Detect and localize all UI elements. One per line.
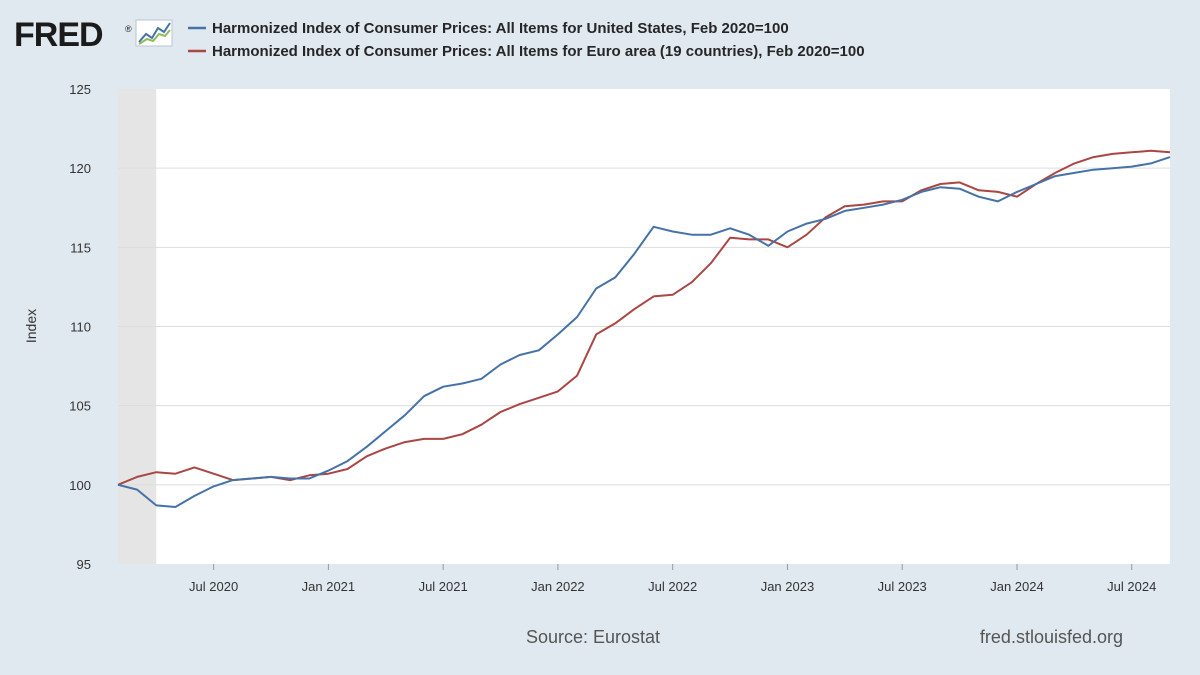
gridlines: [118, 167, 1170, 486]
legend-label-us: Harmonized Index of Consumer Prices: All…: [212, 20, 789, 37]
legend-label-euro: Harmonized Index of Consumer Prices: All…: [212, 43, 865, 60]
x-tick-label: Jul 2021: [419, 579, 468, 594]
x-tick-label: Jul 2022: [648, 579, 697, 594]
y-axis-title: Index: [23, 309, 39, 343]
y-tick-label: 100: [69, 478, 91, 493]
source-text: Source: Eurostat: [526, 627, 660, 647]
x-tick-label: Jul 2020: [189, 579, 238, 594]
x-tick-label: Jan 2023: [761, 579, 815, 594]
y-tick-label: 110: [70, 320, 91, 335]
x-tick-label: Jan 2024: [990, 579, 1044, 594]
chart-line-icon: [135, 19, 173, 47]
legend: Harmonized Index of Consumer Prices: All…: [188, 20, 865, 60]
x-tick-label: Jul 2023: [878, 579, 927, 594]
y-tick-label: 105: [69, 399, 91, 414]
logo-text: FRED: [14, 16, 103, 54]
x-axis-ticks: Jul 2020 Jan 2021 Jul 2021 Jan 2022 Jul 2022…: [189, 564, 1156, 594]
fred-logo[interactable]: FRED ®: [14, 16, 173, 54]
registered-mark: ®: [125, 24, 132, 34]
y-tick-label: 125: [69, 82, 91, 97]
y-axis-ticks: 95 100 105 110 115 120 125: [69, 82, 91, 572]
site-link[interactable]: fred.stlouisfed.org: [980, 627, 1123, 647]
x-tick-label: Jan 2021: [302, 579, 356, 594]
y-tick-label: 115: [70, 240, 91, 255]
x-tick-label: Jan 2022: [531, 579, 585, 594]
y-tick-label: 95: [77, 557, 91, 572]
y-tick-label: 120: [69, 161, 91, 176]
series-line-us[interactable]: [117, 156, 1171, 508]
x-tick-label: Jul 2024: [1107, 579, 1156, 594]
